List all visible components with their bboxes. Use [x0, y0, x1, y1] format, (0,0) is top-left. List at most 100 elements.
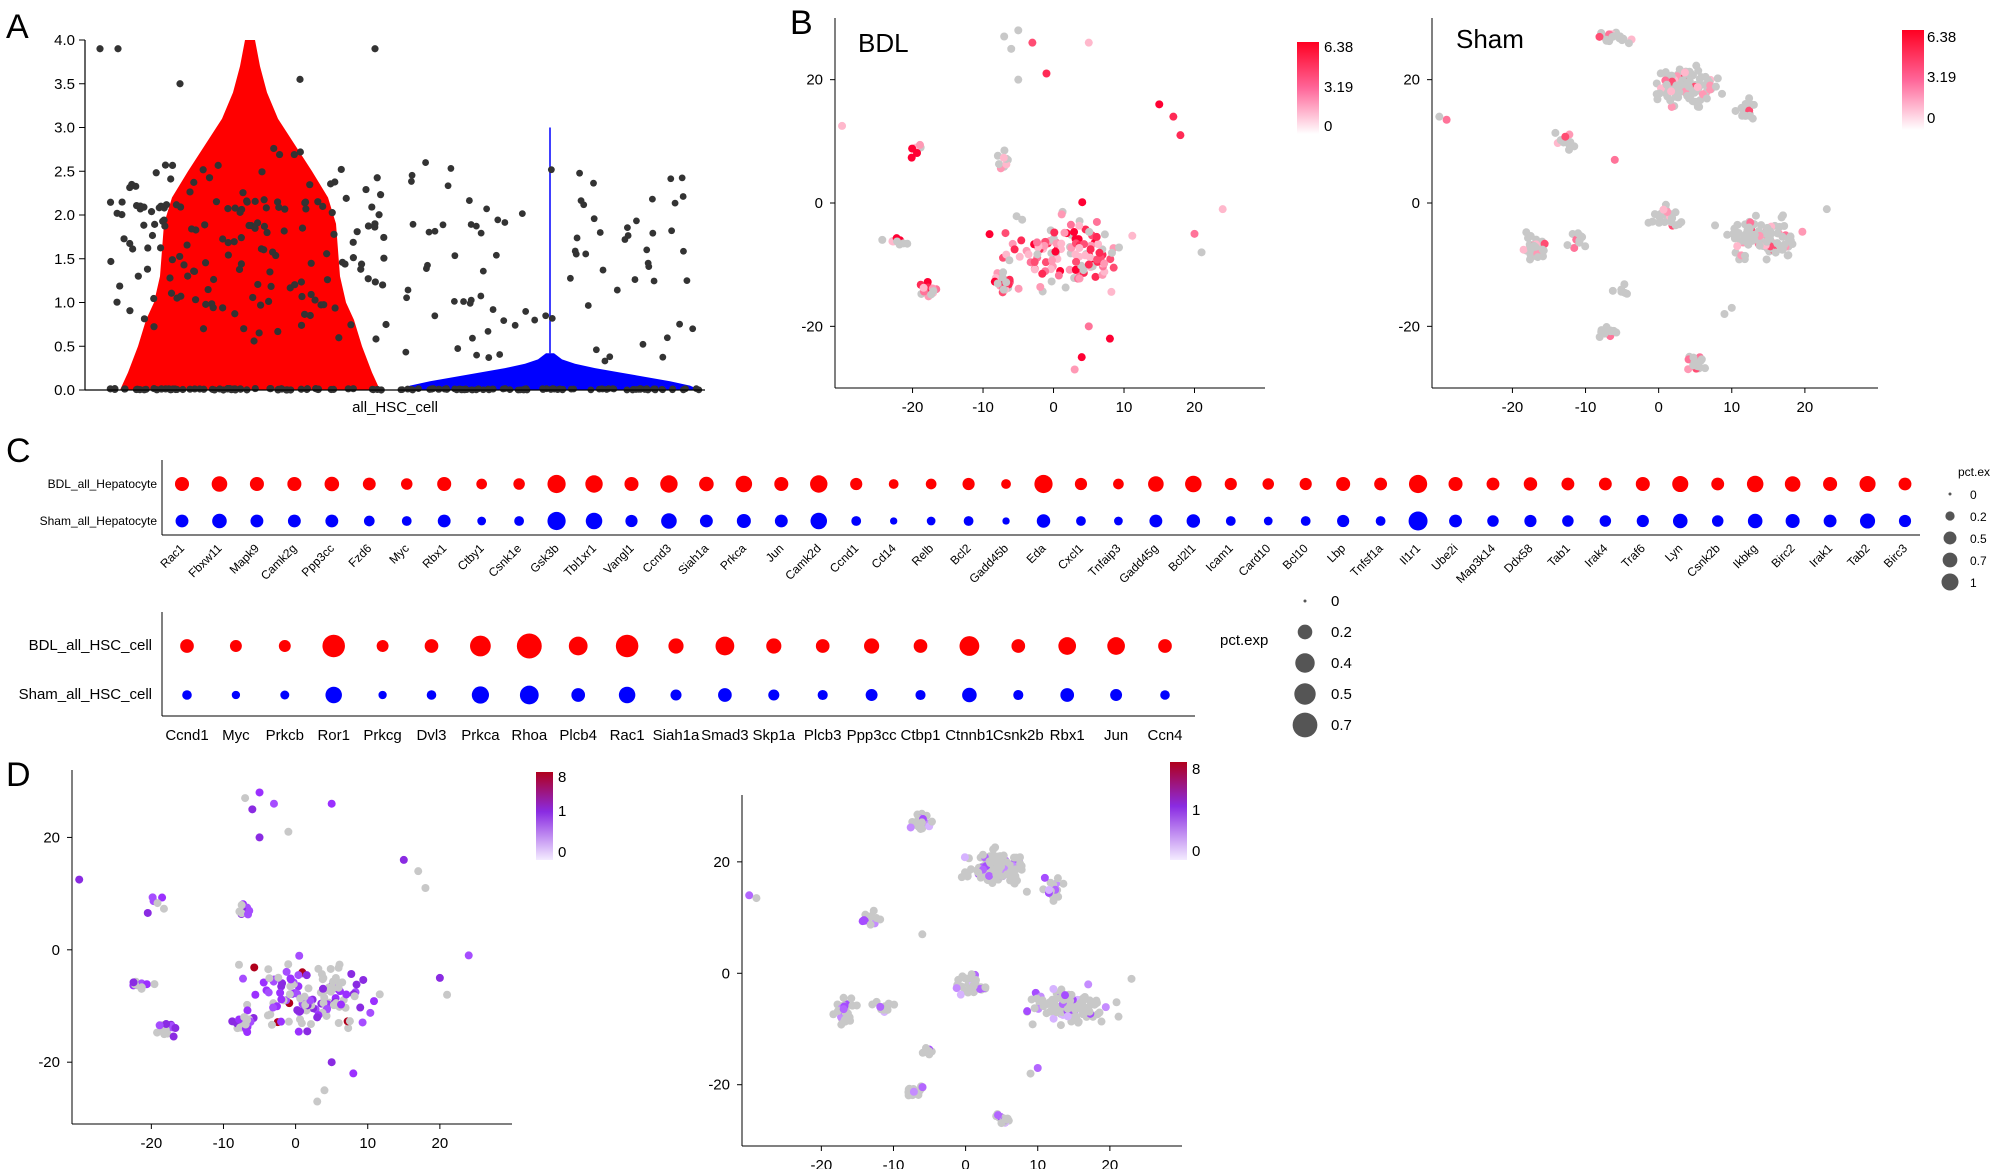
cell-point-bdl	[350, 385, 357, 392]
dot-bdl-camk2g	[287, 477, 301, 491]
cell-d-right	[1113, 998, 1121, 1006]
cell-point-bdl	[121, 385, 128, 392]
cell-point-sham	[567, 275, 574, 282]
cell-point-sham	[649, 230, 656, 237]
cell-sham	[1752, 212, 1760, 220]
cell-point-sham	[597, 229, 604, 236]
dot-bdl-csnk2b	[1711, 478, 1724, 491]
cell-point-bdl	[191, 268, 198, 275]
cell-d-left	[296, 1007, 304, 1015]
cell-point-bdl	[252, 198, 259, 205]
cell-d-right	[910, 1088, 918, 1096]
gene-label: Rac1	[610, 727, 645, 744]
cells-b-bdl	[838, 26, 1227, 373]
legend-dot	[1293, 713, 1318, 738]
cell-point-bdl	[306, 181, 313, 188]
y-tick-label-a: 1.0	[54, 295, 75, 312]
cell-d-right	[1128, 975, 1136, 983]
cell-d-right	[1071, 1006, 1079, 1014]
cell-bdl	[1031, 265, 1039, 273]
gene-label: Traf6	[1619, 541, 1649, 571]
cell-point-bdl	[202, 301, 209, 308]
cell-point-sham	[622, 236, 629, 243]
cell-sham	[1697, 357, 1705, 365]
cell-point-bdl	[176, 80, 183, 87]
cell-d-left	[342, 990, 350, 998]
cell-d-left	[414, 867, 422, 875]
cell-point-bdl	[320, 301, 327, 308]
dot-sham-prkca	[472, 686, 489, 703]
colorbar-d-left-high: 8	[558, 769, 566, 786]
legend-dot	[1298, 625, 1313, 640]
cell-sham	[1663, 81, 1671, 89]
cell-bdl	[1014, 76, 1022, 84]
dot-sham-bcl2	[964, 516, 974, 526]
gene-label: Ppp3cc	[299, 541, 337, 579]
cell-d-right	[890, 1001, 898, 1009]
cell-sham	[1620, 280, 1628, 288]
gene-label: Lbp	[1324, 541, 1348, 565]
cell-point-bdl	[113, 299, 120, 306]
legend-dot	[1949, 493, 1952, 496]
cell-point-sham	[424, 262, 431, 269]
cell-point-bdl	[354, 228, 361, 235]
cell-point-bdl	[144, 244, 151, 251]
cell-d-left	[335, 964, 343, 972]
dot-bdl-icam1	[1225, 478, 1237, 490]
gene-label: Rbx1	[420, 541, 450, 571]
cell-d-right	[840, 1005, 848, 1013]
cell-point-sham	[531, 317, 538, 324]
cell-sham	[1733, 242, 1741, 250]
x-tick-label: 0	[291, 1135, 299, 1152]
dot-sham-tab1	[1562, 515, 1574, 527]
cell-point-bdl	[254, 281, 261, 288]
cell-point-sham	[549, 385, 556, 392]
cell-point-bdl	[330, 231, 337, 238]
y-tick-label-a: 3.5	[54, 76, 75, 93]
gene-label: Myc	[222, 727, 250, 744]
cell-d-right	[1081, 993, 1089, 1001]
cell-sham	[1728, 304, 1736, 312]
cell-sham	[1563, 241, 1571, 249]
dot-bdl-skp1a	[766, 638, 781, 653]
cell-d-right	[1028, 995, 1036, 1003]
cell-d-left	[265, 988, 273, 996]
cell-point-bdl	[114, 210, 121, 217]
dot-bdl-lyn	[1672, 476, 1688, 492]
dot-sham-traf6	[1637, 515, 1649, 527]
cell-point-bdl	[150, 323, 157, 330]
cell-point-bdl	[298, 322, 305, 329]
cell-bdl	[908, 154, 916, 162]
dot-sham-ikbkg	[1748, 514, 1763, 529]
dot-bdl-siah1a	[699, 477, 714, 492]
cell-point-sham	[468, 221, 475, 228]
cell-bdl	[1011, 245, 1019, 253]
gene-label: Prkca	[717, 541, 749, 573]
gene-label: Prkcb	[266, 727, 304, 744]
cell-d-right	[1031, 1004, 1039, 1012]
cell-bdl	[1015, 285, 1023, 293]
cell-point-bdl	[263, 229, 270, 236]
gene-label: Relb	[909, 541, 937, 569]
cell-point-bdl	[368, 203, 375, 210]
dot-sham-ccnd1	[851, 516, 861, 526]
legend-label: 0.2	[1331, 624, 1352, 641]
dot-sham-csnk2b	[1712, 515, 1724, 527]
cell-d-right	[1023, 1007, 1031, 1015]
gene-label: Vangl1	[601, 541, 637, 577]
cell-point-bdl	[169, 162, 176, 169]
cell-point-bdl	[257, 302, 264, 309]
cell-point-bdl	[270, 145, 277, 152]
cell-point-sham	[493, 252, 500, 259]
gene-label: Dvl3	[416, 727, 446, 744]
cell-point-bdl	[133, 202, 140, 209]
legend-title: pct.exp	[1958, 465, 1990, 479]
cell-bdl	[994, 279, 1002, 287]
cell-d-right	[919, 1083, 927, 1091]
gene-label: Card10	[1236, 541, 1274, 579]
dot-bdl-prkca	[736, 476, 753, 493]
colorbar-b-sham-high: 6.38	[1927, 29, 1956, 46]
cell-sham	[1656, 90, 1664, 98]
cell-point-bdl	[129, 245, 136, 252]
cell-sham	[1530, 242, 1538, 250]
